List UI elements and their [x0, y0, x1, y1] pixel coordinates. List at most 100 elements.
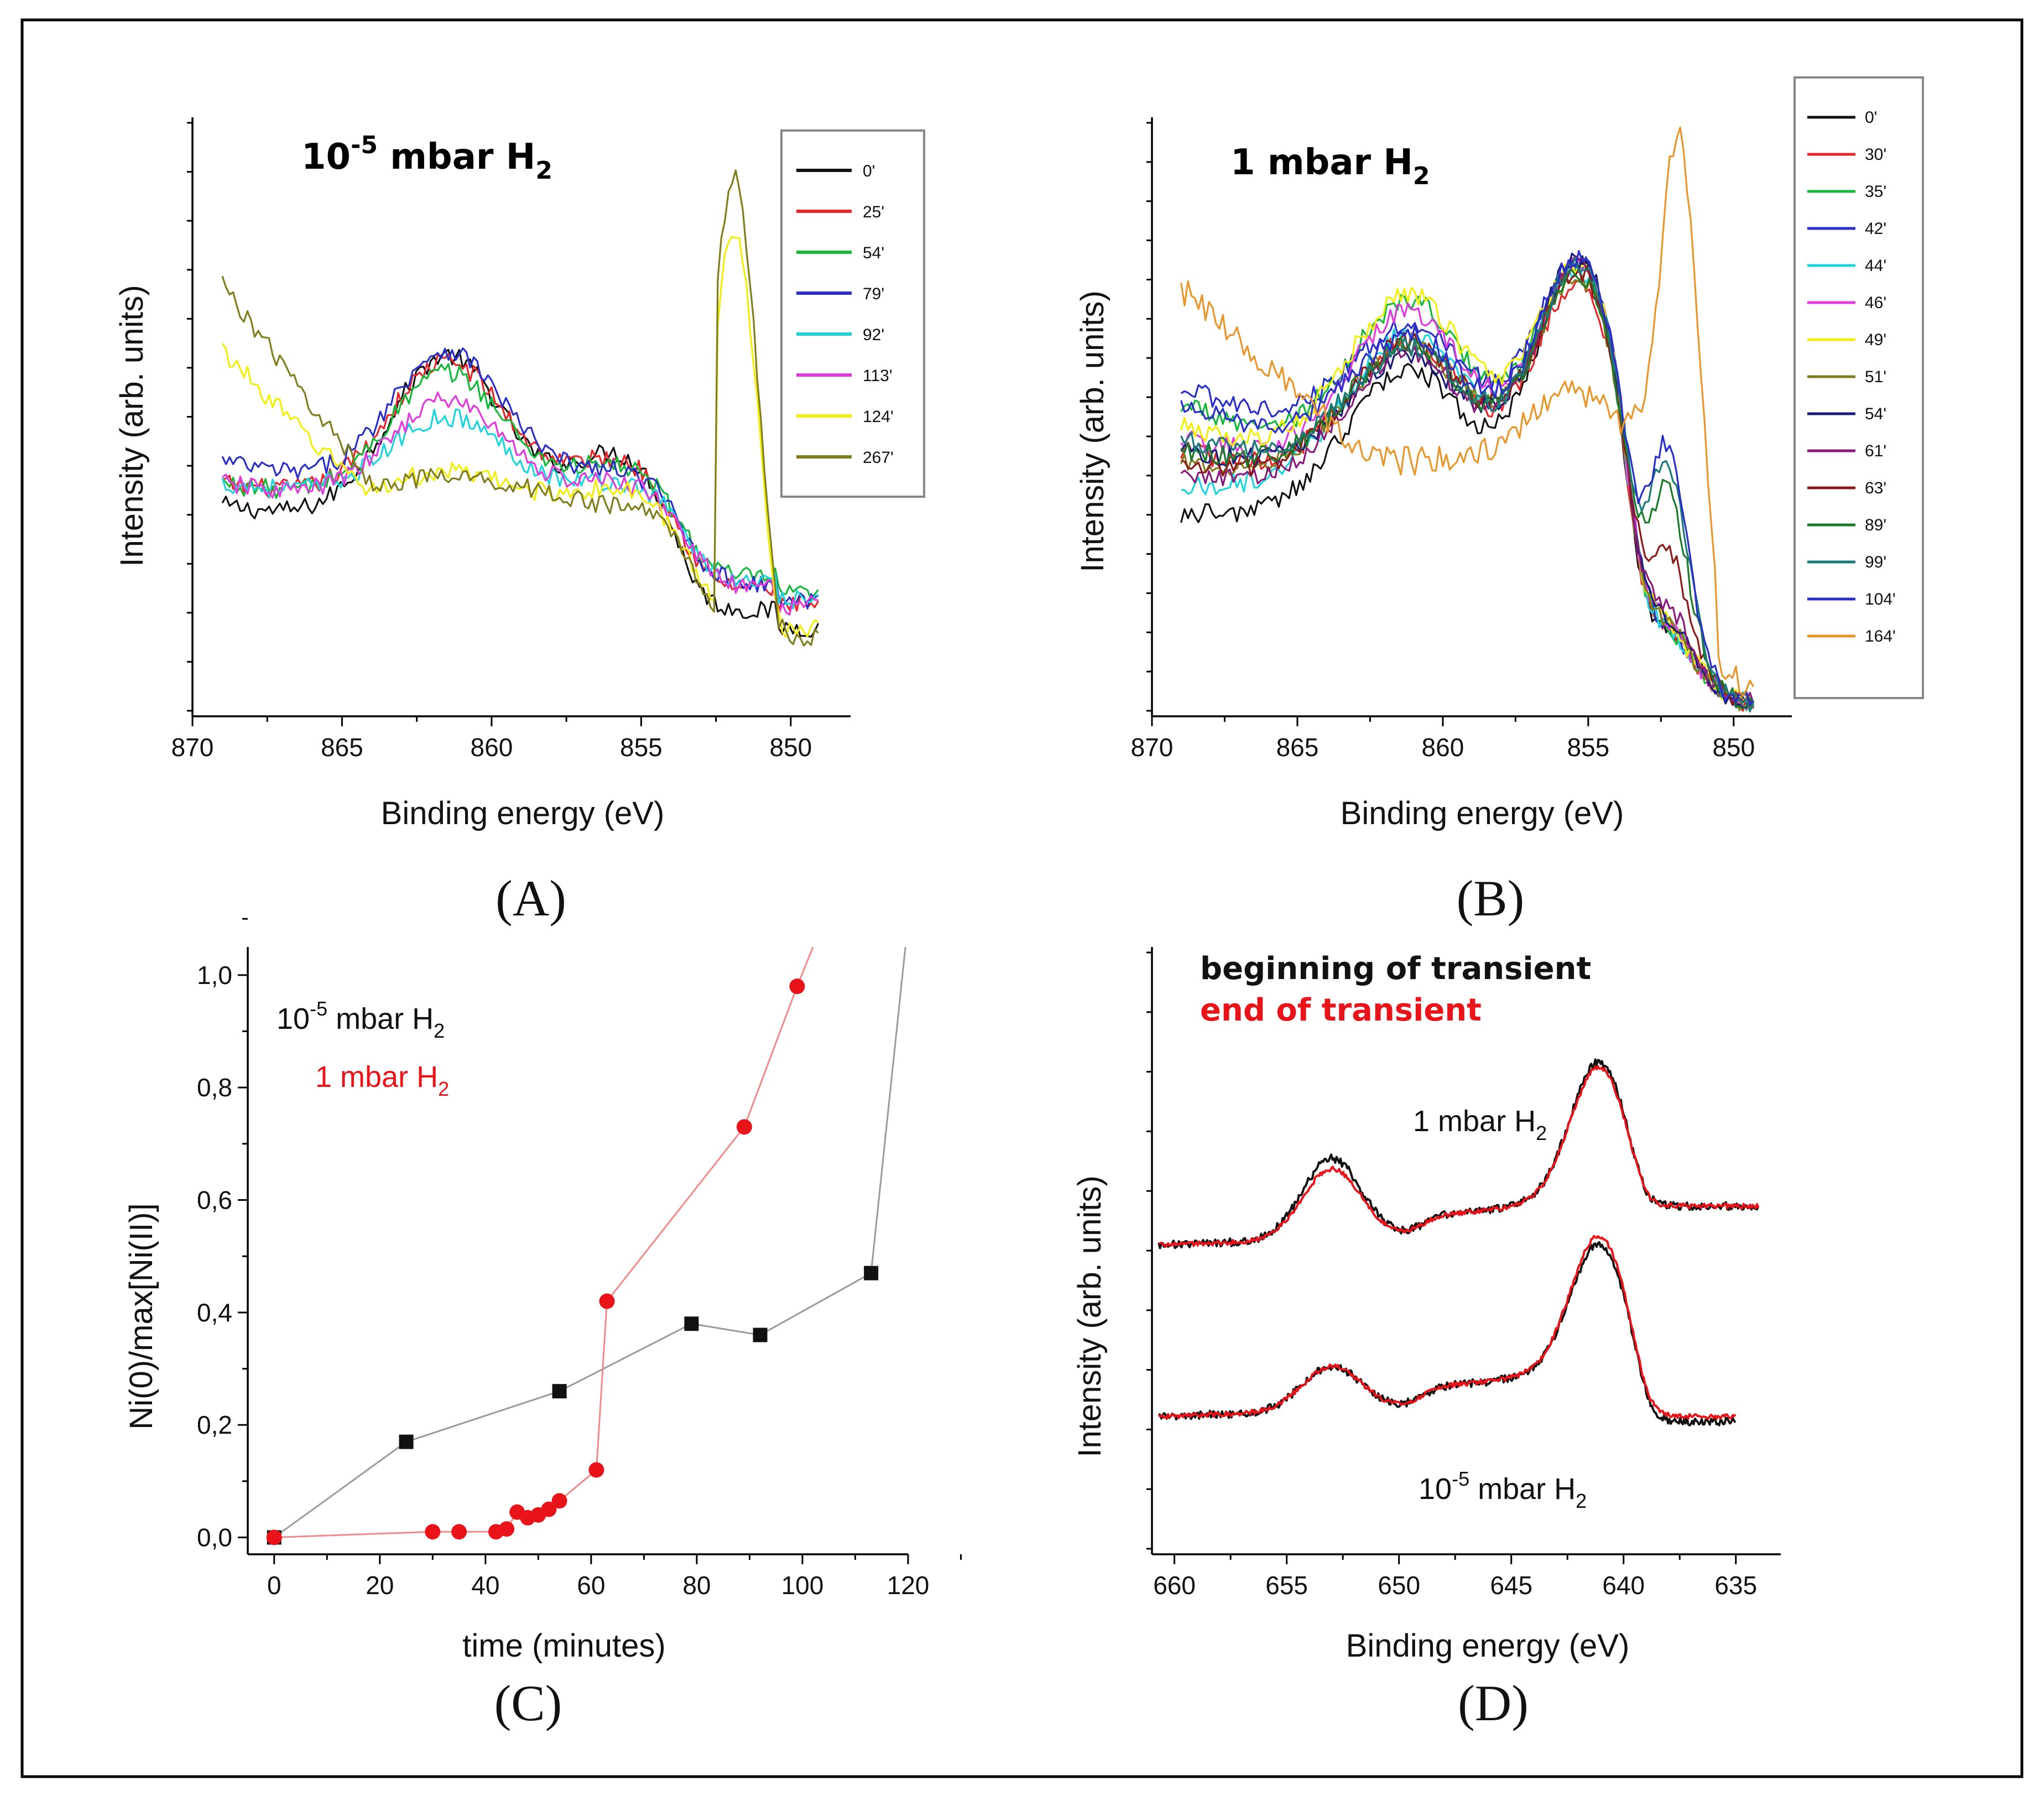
panel-a-legend: 0' 25' 54' 79' 92' 113' 124' 267': [780, 129, 925, 498]
panel-c-marker-circle: [736, 1119, 752, 1135]
panel-a-x-tick-label: 855: [620, 733, 663, 762]
panel-d-annotation-upper: 1 mbar H2: [1413, 1105, 1547, 1144]
panel-c-marker-circle: [599, 1293, 615, 1309]
figure-frame: [20, 18, 2024, 1778]
panel-b-series-9: [1180, 255, 1755, 704]
panel-b-series-10: [1181, 266, 1754, 707]
panel-b-series-13: [1180, 250, 1754, 706]
panel-a: 10-5 mbar H2 870 865 860 855 850 0' 25' 54' 79'…: [114, 117, 925, 926]
panel-a-series-2: [222, 363, 819, 601]
panel-a-legend-label: 267': [863, 449, 894, 467]
panel-c-x-tick-label: 20: [366, 1571, 394, 1600]
panel-c-marker-circle: [541, 1501, 557, 1517]
panel-b-ylabel: Intensity (arb. units): [1075, 290, 1110, 572]
panel-d-legend-end: end of transient: [1200, 992, 1482, 1028]
panel-c-marker-circle: [451, 1524, 467, 1540]
panel-b-series-8: [1180, 252, 1754, 709]
panel-c-y-tick-label: 0,8: [197, 1073, 232, 1102]
panel-c-marker-circle: [266, 1529, 282, 1545]
panel-c-marker-square: [864, 1266, 879, 1280]
panel-b-legend-label: 54': [1865, 405, 1886, 423]
panel-c-x-tick-label: 80: [682, 1571, 711, 1600]
panel-c-x-tick-label: 120: [887, 1571, 930, 1600]
panel-c-xlabel: time (minutes): [462, 1628, 665, 1664]
panel-c: 0 20 40 60 80 100 120 0,0 0,2 0,4 0,6 0,8 1,0 10-5 m…: [123, 918, 962, 1731]
panel-b-series-11: [1180, 269, 1754, 710]
panel-a-xlabel: Binding energy (eV): [381, 795, 665, 831]
panel-b-legend-label: 61': [1865, 442, 1886, 460]
panel-d-series-3: [1157, 1235, 1737, 1420]
panel-a-title: 10-5 mbar H2: [301, 131, 552, 185]
panel-c-plot: 0 20 40 60 80 100 120 0,0 0,2 0,4 0,6 0,8 1,0: [197, 918, 962, 1600]
panel-b-legend-label: 104': [1865, 590, 1896, 608]
panel-a-x-tick-label: 865: [321, 733, 363, 762]
panel-c-marker-square: [684, 1316, 699, 1331]
panel-c-x-tick-label: 100: [781, 1571, 824, 1600]
panel-b-series-5: [1180, 257, 1754, 710]
panel-c-marker-square: [552, 1384, 567, 1399]
panel-d-x-tick-label: 650: [1378, 1571, 1420, 1600]
panel-b-series-1: [1180, 277, 1754, 712]
panel-d: 660 655 650 645 640 635 beginning of transien…: [1072, 947, 1781, 1731]
panel-c-y-tick-label: 0,0: [197, 1523, 232, 1552]
panel-b-x-tick-label: 855: [1567, 733, 1609, 762]
panel-d-x-tick-label: 635: [1714, 1571, 1757, 1600]
panel-a-legend-label: 54': [863, 244, 884, 262]
panel-a-legend-label: 0': [863, 162, 875, 180]
panel-c-series-line-0: [273, 946, 906, 1538]
panel-b-legend-label: 49': [1865, 331, 1886, 349]
panel-d-x-tick-label: 655: [1265, 1571, 1308, 1600]
panel-a-x-tick-label: 870: [171, 733, 214, 762]
panel-c-x-tick-label: 60: [577, 1571, 605, 1600]
panel-d-label: (D): [1458, 1675, 1529, 1731]
panel-c-legend-series-1: 10-5 mbar H2: [277, 997, 445, 1042]
panel-a-legend-label: 92': [863, 326, 884, 344]
panel-b-legend-label: 164': [1865, 627, 1896, 645]
panel-c-ylabel: Ni(0)/max[Ni(II)]: [123, 1203, 159, 1429]
panel-d-x-tick-label: 640: [1602, 1571, 1645, 1600]
panel-c-legend-series-2: 1 mbar H2: [315, 1060, 449, 1100]
panel-b-legend: 0' 30' 35' 42' 44' 46' 49' 51' 54' 61' 63' 89' 99' 10…: [1793, 76, 1924, 699]
panel-b-legend-label: 89': [1865, 516, 1886, 534]
panel-a-series-1: [222, 353, 819, 613]
panel-b-legend-label: 44': [1865, 257, 1886, 275]
panel-b-legend-label: 35': [1865, 183, 1886, 201]
panel-d-x-tick-label: 645: [1490, 1571, 1532, 1600]
panel-d-ylabel: Intensity (arb. units): [1072, 1175, 1108, 1457]
panel-b-series-6: [1180, 263, 1755, 705]
panel-a-legend-label: 25': [863, 203, 884, 221]
panel-b-x-tick-label: 850: [1712, 733, 1755, 762]
panel-a-legend-label: 124': [863, 408, 894, 426]
panel-c-marker-square: [399, 1434, 414, 1449]
panel-c-x-tick-label: 0: [267, 1571, 281, 1600]
panel-a-label: (A): [496, 870, 566, 926]
panel-b-plot: 870 865 860 855 850: [1131, 117, 1792, 762]
panel-a-x-tick-label: 860: [471, 733, 513, 762]
panel-d-series-0: [1157, 1058, 1760, 1250]
panel-d-xlabel: Binding energy (eV): [1346, 1628, 1630, 1664]
panel-c-marker-circle: [789, 978, 805, 995]
panel-a-x-tick-label: 850: [769, 733, 812, 762]
panel-b-series-4: [1181, 261, 1754, 710]
panel-b-legend-label: 30': [1865, 145, 1886, 164]
panel-b: 1 mbar H2 870 865 860 855 850 0' 30' 35' 42' 44'…: [1075, 76, 1924, 926]
panel-b-legend-label: 51': [1865, 368, 1886, 386]
panel-c-marker-square: [753, 1328, 768, 1342]
panel-b-series-14: [1180, 127, 1754, 697]
panel-b-label: (B): [1457, 870, 1525, 926]
panel-c-y-tick-label: 0,4: [197, 1298, 232, 1327]
panel-d-legend-beginning: beginning of transient: [1200, 951, 1591, 987]
panel-b-legend-label: 46': [1865, 294, 1886, 312]
panel-a-series-7: [221, 169, 819, 647]
panel-c-marker-circle: [425, 1524, 441, 1540]
panel-b-series-12: [1180, 257, 1755, 713]
panel-b-series-0: [1180, 258, 1755, 709]
panel-b-xlabel: Binding energy (eV): [1341, 795, 1624, 831]
panel-a-ylabel: Intensity (arb. units): [114, 285, 150, 566]
panel-a-legend-label: 79': [863, 285, 884, 303]
panel-c-y-tick-label: 0,2: [197, 1410, 232, 1439]
panel-d-plot: 660 655 650 645 640 635: [1146, 947, 1781, 1600]
panel-c-y-tick-label: 0,6: [197, 1186, 232, 1215]
panel-c-label: (C): [494, 1675, 562, 1731]
